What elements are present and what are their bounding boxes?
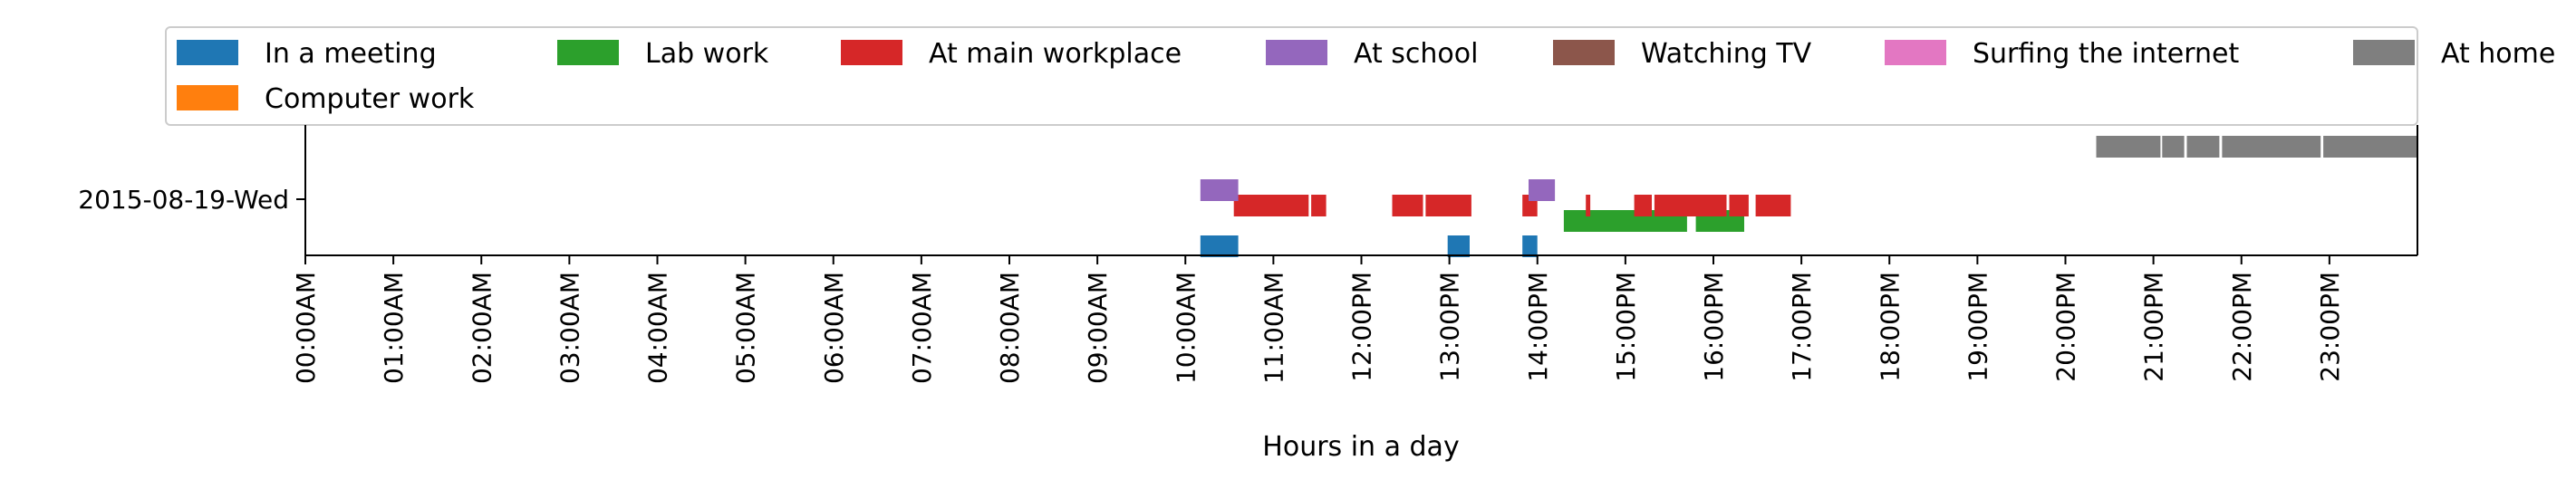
bar-at-home-3 xyxy=(2222,136,2321,158)
x-tick-label: 23:00PM xyxy=(2315,272,2345,382)
x-tick-label: 05:00AM xyxy=(731,272,761,384)
plot-area xyxy=(1200,136,2417,257)
legend-label-at-main-workplace: At main workplace xyxy=(929,38,1182,70)
x-tick-label: 17:00PM xyxy=(1787,272,1817,382)
bar-at-main-workplace-0 xyxy=(1233,195,1309,216)
bar-at-main-workplace-2 xyxy=(1392,195,1423,216)
bar-in-a-meeting-1 xyxy=(1447,235,1470,257)
x-tick-label: 04:00AM xyxy=(643,272,673,384)
bar-in-a-meeting-2 xyxy=(1522,235,1538,257)
bar-at-school-1 xyxy=(1529,179,1556,201)
x-tick-label: 18:00PM xyxy=(1875,272,1905,382)
legend-swatch-surfing-the-internet xyxy=(1885,40,1946,65)
legend-label-at-home: At home xyxy=(2441,38,2555,70)
bar-at-main-workplace-1 xyxy=(1311,195,1327,216)
legend-label-at-school: At school xyxy=(1354,38,1478,70)
x-tick-label: 09:00AM xyxy=(1083,272,1113,384)
legend-label-in-a-meeting: In a meeting xyxy=(265,38,437,70)
x-tick-label: 19:00PM xyxy=(1963,272,1992,382)
x-tick-label: 11:00AM xyxy=(1259,272,1288,384)
legend-swatch-lab-work xyxy=(557,40,619,65)
bar-at-main-workplace-8 xyxy=(1729,195,1749,216)
legend-swatch-at-home xyxy=(2353,40,2415,65)
legend-swatch-in-a-meeting xyxy=(177,40,238,65)
legend-label-surfing-the-internet: Surfing the internet xyxy=(1973,38,2239,70)
x-tick-label: 14:00PM xyxy=(1523,272,1553,382)
bar-at-main-workplace-9 xyxy=(1755,195,1791,216)
legend-label-lab-work: Lab work xyxy=(645,38,769,70)
bar-at-home-1 xyxy=(2162,136,2185,158)
x-axis: 00:00AM 01:00AM 02:00AM 03:00AM 04:00AM 05:00… xyxy=(291,125,2418,384)
bar-at-main-workplace-6 xyxy=(1634,195,1652,216)
bar-at-home-0 xyxy=(2096,136,2161,158)
legend-swatch-at-school xyxy=(1266,40,1327,65)
y-axis: 2015-08-19-Wed xyxy=(78,185,305,215)
legend-swatch-at-main-workplace xyxy=(841,40,902,65)
x-tick-label: 20:00PM xyxy=(2051,272,2081,382)
x-tick-label: 13:00PM xyxy=(1435,272,1465,382)
legend-label-watching-tv: Watching TV xyxy=(1641,38,1812,70)
x-tick-label: 03:00AM xyxy=(555,272,584,384)
x-tick-label: 15:00PM xyxy=(1611,272,1641,382)
x-tick-label: 02:00AM xyxy=(467,272,497,384)
legend-swatch-computer-work xyxy=(177,85,238,110)
x-tick-label: 07:00AM xyxy=(907,272,937,384)
bar-at-school-0 xyxy=(1200,179,1239,201)
x-tick-label: 22:00PM xyxy=(2227,272,2257,382)
bar-at-main-workplace-7 xyxy=(1654,195,1727,216)
bar-at-main-workplace-5 xyxy=(1586,195,1591,216)
x-tick-label: 08:00AM xyxy=(995,272,1025,384)
x-tick-label: 01:00AM xyxy=(379,272,409,384)
x-axis-title: Hours in a day xyxy=(1262,431,1459,463)
legend-label-computer-work: Computer work xyxy=(265,83,475,115)
legend-box xyxy=(165,26,2418,126)
bar-at-home-2 xyxy=(2186,136,2220,158)
legend: In a meeting Lab work At main workplace At … xyxy=(165,26,2555,126)
x-tick-label: 06:00AM xyxy=(819,272,849,384)
bar-at-main-workplace-3 xyxy=(1425,195,1471,216)
y-tick-label-day: 2015-08-19-Wed xyxy=(78,185,289,215)
bar-in-a-meeting-0 xyxy=(1200,235,1239,257)
x-tick-label: 12:00PM xyxy=(1347,272,1377,382)
x-tick-label: 10:00AM xyxy=(1171,272,1201,384)
x-tick-label: 00:00AM xyxy=(291,272,321,384)
bar-at-home-4 xyxy=(2323,136,2417,158)
x-tick-label: 16:00PM xyxy=(1699,272,1729,382)
legend-swatch-watching-tv xyxy=(1553,40,1615,65)
x-tick-label: 21:00PM xyxy=(2139,272,2169,382)
